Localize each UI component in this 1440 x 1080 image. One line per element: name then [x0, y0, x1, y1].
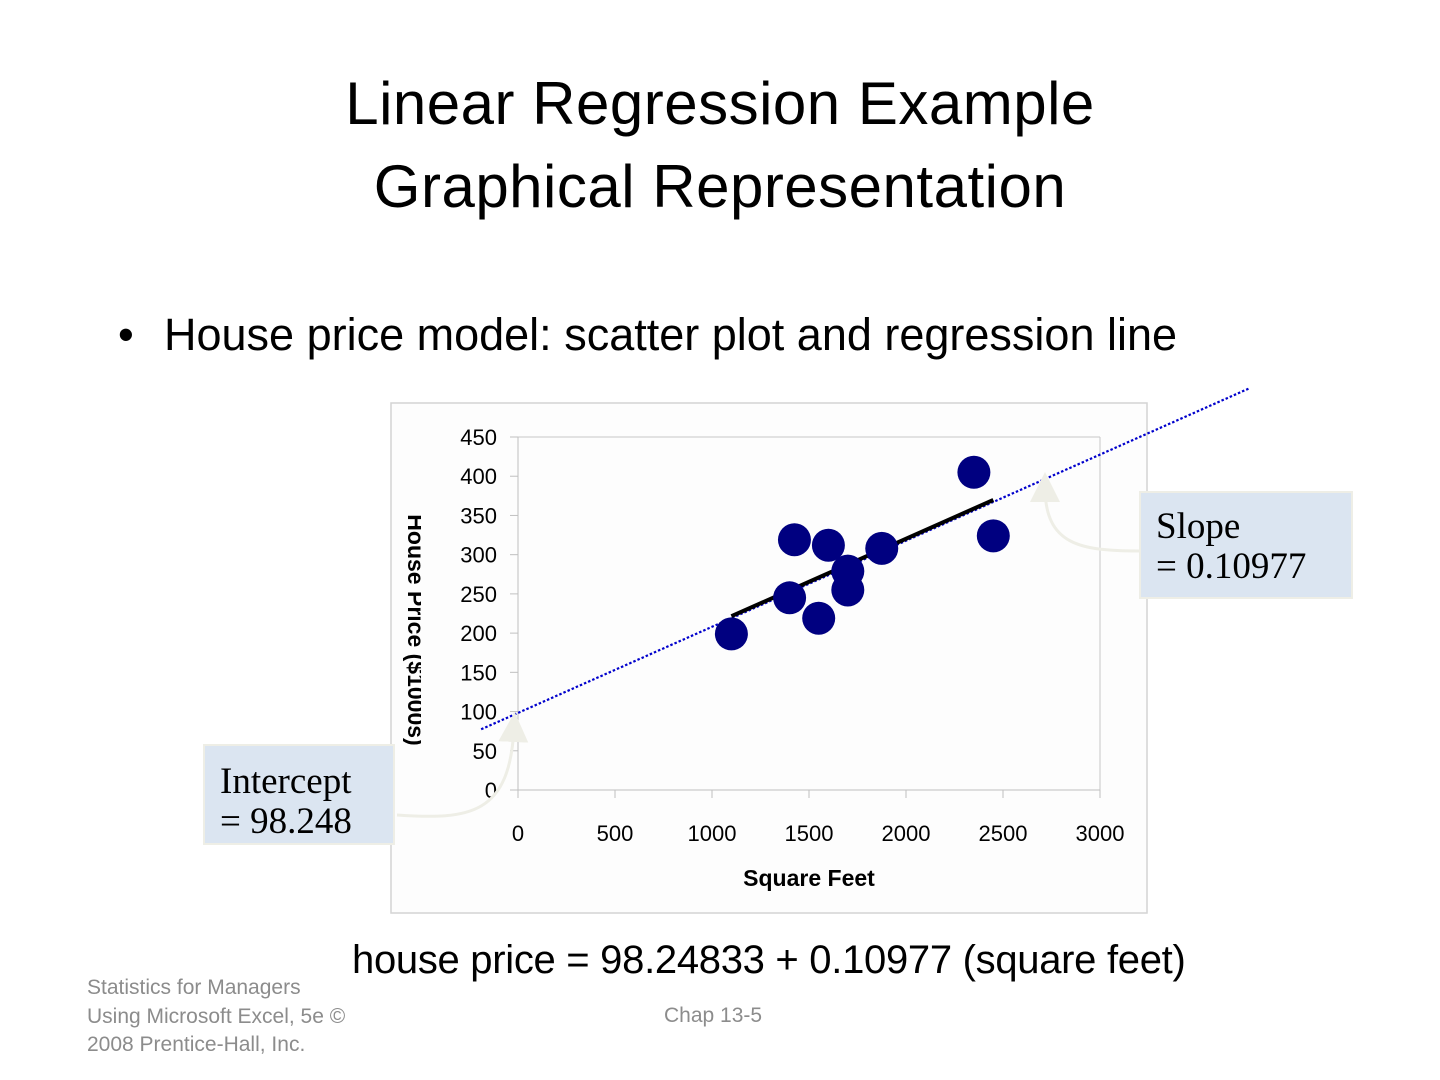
slope-callout-label: Slope — [1156, 506, 1241, 547]
data-points — [714, 455, 1010, 651]
slope-arrow — [1030, 472, 1141, 553]
data-point-marker — [976, 519, 1010, 553]
y-tick-label: 400 — [460, 464, 497, 489]
data-point-marker — [865, 531, 899, 565]
y-tick-label: 300 — [460, 543, 497, 568]
x-tick-label: 2000 — [882, 821, 931, 846]
plot-area — [518, 436, 1101, 790]
x-axis-label: Square Feet — [743, 865, 875, 891]
x-tick-label: 3000 — [1076, 821, 1125, 846]
x-tick-labels: 0 500 1000 1500 2000 2500 3000 — [512, 821, 1125, 846]
y-axis-label: House Price ($1000s) — [403, 514, 429, 745]
footer-source: Statistics for Managers Using Microsoft … — [87, 974, 345, 1060]
data-point-marker — [714, 617, 748, 651]
data-point-marker — [811, 528, 845, 562]
intercept-callout-label: Intercept — [220, 761, 352, 802]
bullet-text: House price model: scatter plot and regr… — [164, 309, 1178, 360]
title-line-2: Graphical Representation — [373, 153, 1067, 220]
data-point-marker — [957, 455, 991, 489]
x-axis — [517, 789, 1101, 798]
footer-source-line-1: Statistics for Managers — [87, 976, 301, 999]
y-tick-label: 50 — [473, 739, 497, 764]
slide-title: Linear Regression Example Graphical Repr… — [0, 62, 1440, 228]
data-point-marker — [802, 601, 836, 635]
intercept-callout: Intercept = 98.248 — [203, 744, 395, 845]
intercept-arrow — [396, 712, 529, 818]
y-tick-label: 350 — [460, 503, 497, 528]
y-tick-label: 200 — [460, 621, 497, 646]
x-tick-label: 2500 — [979, 821, 1028, 846]
slope-callout: Slope = 0.10977 — [1139, 491, 1353, 599]
title-line-1: Linear Regression Example — [345, 70, 1095, 137]
bullet-icon: • — [118, 309, 134, 360]
x-tick-label: 1000 — [688, 821, 737, 846]
y-tick-label: 100 — [460, 700, 497, 725]
chart-area — [390, 402, 1148, 914]
slope-callout-value: = 0.10977 — [1156, 546, 1307, 587]
data-point-marker — [773, 581, 807, 615]
y-tick-label: 250 — [460, 582, 497, 607]
regression-equation: house price = 98.24833 + 0.10977 (square… — [352, 938, 1186, 982]
y-tick-label: 150 — [460, 660, 497, 685]
x-tick-label: 500 — [597, 821, 634, 846]
page-number: Chap 13-5 — [664, 1004, 763, 1027]
bullet-item: • House price model: scatter plot and reg… — [118, 305, 1177, 365]
data-point-marker — [777, 523, 811, 557]
y-tick-label: 450 — [460, 425, 497, 450]
x-tick-label: 0 — [512, 821, 524, 846]
x-tick-label: 1500 — [785, 821, 834, 846]
intercept-callout-value: = 98.248 — [220, 801, 352, 842]
data-point-marker — [831, 573, 865, 607]
footer-source-line-3: 2008 Prentice-Hall, Inc. — [87, 1033, 306, 1056]
footer-source-line-2: Using Microsoft Excel, 5e © — [87, 1004, 346, 1028]
